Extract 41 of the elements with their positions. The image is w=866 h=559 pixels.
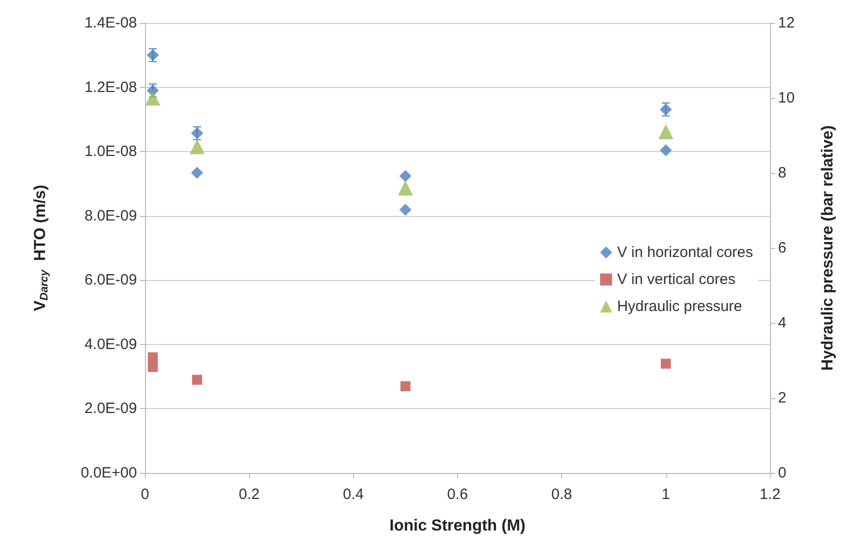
x-tick-label: 0.2 <box>238 486 260 503</box>
point <box>398 180 413 196</box>
y-tick-label: 2.0E-09 <box>84 400 137 418</box>
point <box>660 358 671 369</box>
x-tick-label: 0.8 <box>551 486 572 503</box>
y2-tick-label: 0 <box>778 464 786 482</box>
legend-label: Hydraulic pressure <box>617 298 742 315</box>
x-tick-label: 1.2 <box>760 486 780 503</box>
point <box>399 170 412 182</box>
point <box>148 362 158 372</box>
point <box>400 381 410 392</box>
y-tick-label: 4.0E-09 <box>84 336 137 353</box>
x-tick-label: 0.4 <box>342 486 364 503</box>
point <box>190 139 205 154</box>
y2-tick-label: 12 <box>778 14 795 32</box>
y2-tick-label: 4 <box>778 314 786 332</box>
y-tick-label: 8.0E-09 <box>84 207 137 224</box>
point <box>148 352 158 362</box>
y-tick-label: 1.0E-08 <box>84 143 137 160</box>
point <box>660 144 672 156</box>
y2-axis-title: Hydraulic pressure (bar relative) <box>820 125 836 371</box>
y2-tick-label: 2 <box>778 390 786 406</box>
x-tick-label: 0.6 <box>447 486 468 503</box>
y2-tick-label: 8 <box>778 164 786 182</box>
y2-tick-label: 10 <box>778 90 795 106</box>
point <box>192 374 202 385</box>
y2-tick-label: 6 <box>778 240 786 256</box>
point <box>191 166 204 179</box>
y-axis-title: VDarcy HTO (m/s) <box>32 184 50 312</box>
y-tick-label: 1.4E-08 <box>84 14 137 32</box>
point <box>658 124 674 140</box>
point <box>145 90 160 106</box>
y-tick-label: 0.0E+00 <box>80 464 137 482</box>
legend-label: V in vertical cores <box>617 271 736 288</box>
legend-label: V in horizontal cores <box>617 244 754 261</box>
x-axis-title: Ionic Strength (M) <box>390 518 526 534</box>
y-tick-label: 1.2E-08 <box>84 78 137 96</box>
x-tick-label: 1 <box>662 486 670 503</box>
x-tick-label: 0 <box>140 486 150 503</box>
y-tick-label: 6.0E-09 <box>84 272 137 289</box>
point <box>399 204 412 216</box>
